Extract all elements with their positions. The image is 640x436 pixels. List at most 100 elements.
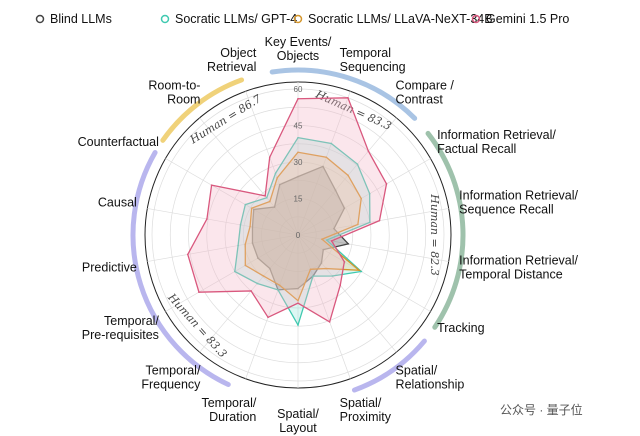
data-point xyxy=(265,196,268,199)
data-point xyxy=(378,219,381,222)
data-point xyxy=(330,142,333,145)
data-point xyxy=(347,97,349,99)
data-point xyxy=(244,264,247,267)
data-point xyxy=(343,207,346,210)
data-point xyxy=(339,284,342,287)
spoke xyxy=(297,234,431,312)
data-point xyxy=(251,242,254,244)
data-point xyxy=(369,221,371,224)
category-label: Temporal/Duration xyxy=(201,396,256,424)
data-point xyxy=(267,316,269,319)
data-point xyxy=(210,184,213,186)
data-point xyxy=(257,257,259,259)
data-point xyxy=(278,284,281,287)
spoke xyxy=(199,234,299,353)
data-point xyxy=(360,197,363,200)
data-point xyxy=(331,275,334,277)
watermark: 公众号 · 量子位 xyxy=(500,402,583,417)
data-point xyxy=(297,299,299,302)
data-point xyxy=(250,207,253,210)
data-point xyxy=(264,195,266,197)
spoke xyxy=(297,117,397,236)
data-point xyxy=(297,287,299,290)
legend-label: Gemini 1.5 Pro xyxy=(486,12,569,26)
data-point xyxy=(320,262,323,264)
legend-marker xyxy=(160,14,170,24)
category-label: Temporal/Frequency xyxy=(141,363,201,391)
data-point xyxy=(244,203,247,206)
data-point xyxy=(273,206,276,208)
data-point xyxy=(297,324,299,326)
human-score-label: Human = 82.3 xyxy=(428,193,441,275)
data-point xyxy=(239,224,242,226)
data-point xyxy=(325,267,327,270)
data-point xyxy=(357,223,359,226)
spoke xyxy=(165,234,299,312)
data-point xyxy=(252,208,255,211)
category-label: Room-to-Room xyxy=(148,79,200,107)
legend-marker xyxy=(35,14,45,24)
data-point xyxy=(186,253,189,256)
category-label: Key Events/Objects xyxy=(265,35,332,63)
legend: Blind LLMs Socratic LLMs/ GPT-4 Socratic L… xyxy=(35,12,569,26)
r-tick-label: 30 xyxy=(294,158,303,167)
data-point xyxy=(278,183,281,186)
legend-label: Socratic LLMs/ LLaVA-NeXT-34B xyxy=(308,12,493,26)
data-point xyxy=(360,270,363,273)
category-label: Counterfactual xyxy=(78,135,159,149)
group-arc xyxy=(130,150,231,388)
spoke xyxy=(245,91,299,236)
data-point xyxy=(325,239,328,241)
data-point xyxy=(297,302,299,304)
data-point xyxy=(325,156,328,159)
r-tick-label: 45 xyxy=(294,122,303,131)
spoke xyxy=(297,234,397,353)
data-point xyxy=(250,290,252,292)
data-point xyxy=(251,226,254,228)
data-point xyxy=(237,244,239,247)
group-arc xyxy=(269,67,418,121)
grid xyxy=(144,81,452,389)
category-label: Information Retrieval/Factual Recall xyxy=(437,128,556,156)
spoke xyxy=(147,234,299,262)
spoke xyxy=(297,234,351,379)
category-label: Temporal Sequencing xyxy=(340,46,406,74)
spoke xyxy=(199,117,299,236)
r-tick-label: 60 xyxy=(294,85,303,94)
category-label: Predictive xyxy=(82,260,137,274)
group-arc xyxy=(351,338,427,393)
category-label: Object Retrieval xyxy=(207,46,257,74)
data-point xyxy=(297,97,299,100)
group-arc xyxy=(425,130,466,330)
category-label: Spatial/Proximity xyxy=(340,396,392,424)
r-tick-label: 0 xyxy=(296,231,301,240)
data-point xyxy=(256,282,259,285)
r-ticks: 0 15 30 45 60 xyxy=(294,85,303,240)
data-point xyxy=(206,218,208,220)
category-label: Compare / Contrast xyxy=(396,79,455,107)
category-label: Causal xyxy=(98,196,137,210)
data-point xyxy=(358,269,360,272)
data-point xyxy=(268,156,271,159)
data-point xyxy=(321,238,323,241)
category-label: Tracking xyxy=(437,321,485,335)
legend-label: Socratic LLMs/ GPT-4 xyxy=(175,12,297,26)
legend-label: Blind LLMs xyxy=(50,12,112,26)
group-arc xyxy=(160,77,245,143)
category-label: Information Retrieval/Temporal Distance xyxy=(459,253,578,281)
data-point xyxy=(322,248,325,251)
category-label: Spatial/Layout xyxy=(277,407,319,435)
data-point xyxy=(309,268,312,271)
data-point xyxy=(274,172,277,175)
category-label: Information Retrieval/Sequence Recall xyxy=(459,189,578,217)
data-point xyxy=(297,136,299,139)
data-point xyxy=(347,243,350,245)
spoke xyxy=(165,158,299,236)
category-label: Temporal/Pre-requisites xyxy=(82,314,160,342)
spoke xyxy=(147,208,299,236)
data-point xyxy=(347,174,349,177)
data-point xyxy=(277,289,279,291)
data-point xyxy=(367,150,370,152)
category-label: Spatial/Relationship xyxy=(396,363,465,391)
data-point xyxy=(343,260,346,263)
